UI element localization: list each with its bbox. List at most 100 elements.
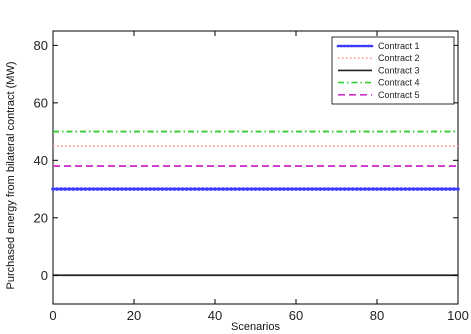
series-point — [395, 187, 400, 191]
legend-marker — [343, 44, 347, 48]
series-point — [91, 187, 96, 191]
series-point — [318, 187, 323, 191]
legend-marker — [357, 44, 360, 48]
series-point — [116, 187, 120, 191]
series-point — [75, 187, 80, 191]
series-point — [111, 187, 116, 191]
legend-entry: Contract 1 — [378, 41, 420, 51]
series-point — [452, 187, 456, 191]
series-point — [363, 187, 367, 191]
series-point — [120, 187, 124, 191]
legend-marker — [340, 44, 343, 48]
series-point — [440, 187, 444, 191]
x-tick-label: 40 — [208, 308, 222, 323]
series-point — [107, 187, 112, 191]
series-point — [164, 187, 169, 191]
series-point — [71, 187, 76, 191]
series-point — [156, 187, 161, 191]
series-point — [367, 187, 371, 191]
series-point — [427, 187, 432, 191]
y-tick-label: 0 — [41, 268, 48, 283]
legend-marker — [350, 44, 353, 48]
series-point — [431, 187, 436, 191]
x-tick-label: 80 — [370, 308, 384, 323]
y-axis-label: Purchased energy from bilateral contract… — [5, 61, 17, 289]
series-point — [176, 187, 181, 191]
series-point — [249, 187, 254, 191]
series-point — [302, 187, 306, 191]
series-point — [205, 187, 209, 191]
series-point — [140, 187, 144, 191]
series-point — [103, 187, 108, 191]
series-point — [221, 187, 225, 191]
series-point — [257, 187, 262, 191]
legend: Contract 1 Contract 2 Contract 3 Contract 4… — [331, 36, 455, 105]
series-point — [55, 187, 59, 191]
series-point — [201, 187, 205, 191]
series-point — [298, 187, 302, 191]
legend-marker — [336, 44, 340, 48]
legend-entry: Contract 5 — [378, 90, 420, 100]
series-point — [423, 187, 428, 191]
series-point — [188, 187, 193, 191]
legend-entry: Contract 4 — [378, 78, 420, 88]
series-point — [448, 187, 452, 191]
x-tick-label: 60 — [289, 308, 303, 323]
series-point — [294, 187, 298, 191]
series-point — [67, 187, 71, 191]
legend-marker — [360, 44, 364, 48]
legend-entry: Contract 2 — [378, 53, 420, 63]
series-point — [233, 187, 238, 191]
series-point — [435, 187, 440, 191]
series-point — [128, 187, 132, 191]
series-point — [375, 187, 379, 191]
series-point — [269, 187, 274, 191]
series-point — [371, 187, 375, 191]
series-point — [172, 187, 177, 191]
series-point — [286, 187, 290, 191]
series-point — [192, 187, 197, 191]
series-point — [379, 187, 383, 191]
series-point — [168, 187, 173, 191]
series-point — [213, 187, 217, 191]
y-tick-label: 80 — [34, 38, 48, 53]
series-point — [95, 187, 100, 191]
series-point — [278, 187, 282, 191]
series-point — [310, 187, 315, 191]
series-point — [444, 187, 448, 191]
series-point — [124, 187, 128, 191]
series-point — [330, 187, 335, 191]
y-tick-label: 40 — [34, 153, 48, 168]
legend-marker — [346, 44, 350, 48]
series-point — [387, 187, 391, 191]
series-point — [180, 187, 185, 191]
series-point — [83, 187, 88, 191]
series-point — [99, 187, 104, 191]
series-point — [217, 187, 221, 191]
series-point — [407, 187, 412, 191]
series-point — [136, 187, 140, 191]
series-point — [346, 187, 351, 191]
series-point — [51, 187, 55, 191]
series-point — [411, 187, 416, 191]
series-point — [391, 187, 396, 191]
legend-entry: Contract 3 — [378, 65, 420, 75]
series-point — [241, 187, 246, 191]
series-point — [245, 187, 250, 191]
series-point — [456, 187, 460, 191]
x-tick-label: 20 — [127, 308, 141, 323]
series-point — [334, 187, 339, 191]
series-point — [253, 187, 258, 191]
series-layer — [51, 130, 460, 277]
series-point — [359, 187, 363, 191]
series-point — [132, 187, 136, 191]
series-point — [290, 187, 294, 191]
series-point — [225, 187, 229, 191]
legend-marker — [367, 44, 370, 48]
series-point — [265, 187, 270, 191]
series-point — [79, 187, 84, 191]
series-point — [399, 187, 404, 191]
series-point — [326, 187, 331, 191]
legend-marker — [370, 44, 374, 48]
series-point — [144, 187, 148, 191]
